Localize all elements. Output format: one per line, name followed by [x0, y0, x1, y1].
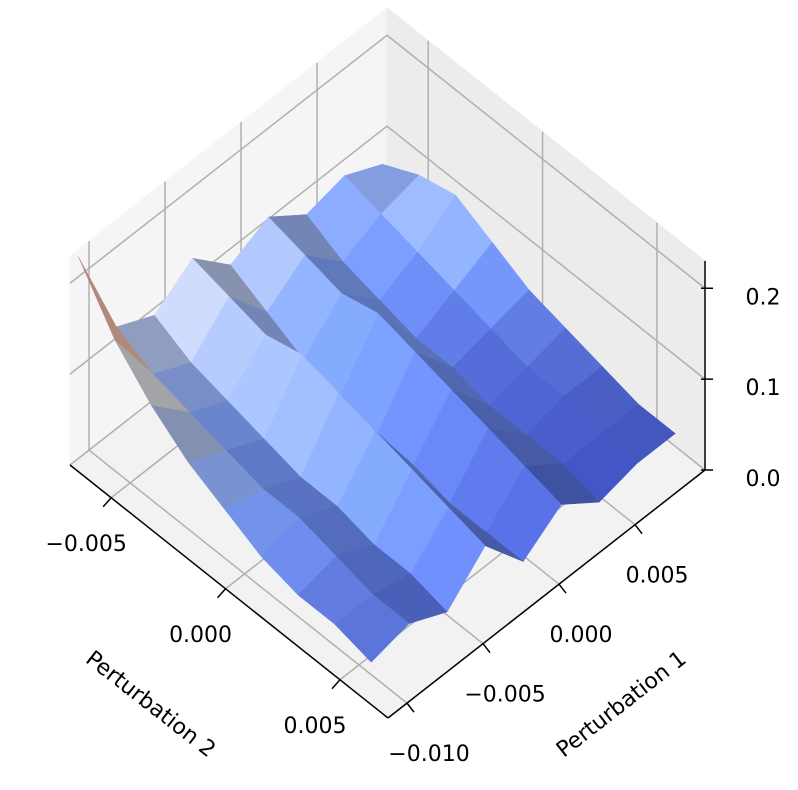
axis-line — [387, 469, 706, 719]
grid-line — [88, 449, 408, 704]
y-tick-label: −0.005 — [45, 532, 126, 557]
x-axis-label: Perturbation 1 — [552, 646, 691, 763]
axes: −0.010 −0.005 0.000 0.005 −0.005 0.000 0.005 0.… — [45, 261, 781, 767]
z-tick-label: 0.1 — [746, 376, 781, 401]
x-tick — [634, 524, 643, 535]
x-tick — [482, 643, 491, 654]
x-tick-label: −0.010 — [388, 742, 469, 767]
x-tick-label: 0.005 — [626, 564, 689, 589]
grid-line — [386, 34, 706, 289]
grid-line — [386, 125, 706, 380]
y-tick — [331, 679, 341, 690]
surface-facet — [334, 594, 410, 663]
x-tick — [558, 583, 567, 594]
x-tick — [406, 702, 415, 713]
x-tick-label: −0.005 — [464, 683, 545, 708]
x-tick-label: 0.000 — [550, 623, 613, 648]
z-tick-label: 0.2 — [746, 285, 781, 310]
y-tick-label: 0.000 — [169, 623, 232, 648]
grid-line — [69, 34, 388, 284]
axis-line — [69, 464, 389, 719]
y-tick-label: 0.005 — [283, 714, 346, 739]
surface — [78, 163, 676, 663]
y-tick — [217, 588, 227, 599]
y-axis-label: Perturbation 2 — [81, 646, 220, 763]
z-tick-label: 0.0 — [746, 467, 781, 492]
y-tick — [102, 497, 112, 508]
